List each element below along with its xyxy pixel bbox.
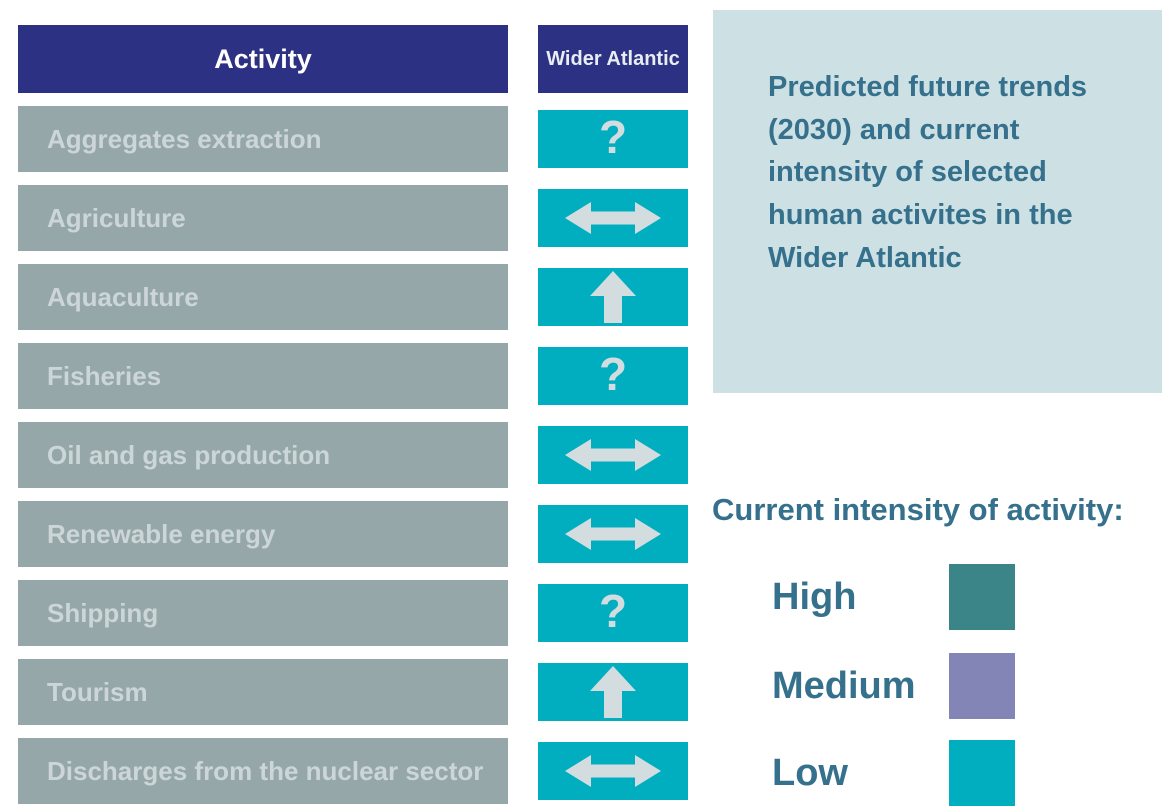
trend-cell: ?: [538, 268, 688, 326]
activity-trend-table: Activity Wider Atlantic Aggregates extra…: [18, 25, 688, 804]
trend-cell: ?: [538, 505, 688, 563]
activity-label: Aggregates extraction: [47, 123, 322, 154]
legend-item-high: High: [712, 564, 1132, 630]
legend-label: High: [772, 575, 857, 618]
activity-label: Tourism: [47, 676, 148, 707]
region-column-header: Wider Atlantic: [538, 25, 688, 93]
trend-cell: ?: [538, 742, 688, 800]
activity-label: Discharges from the nuclear sector: [47, 755, 484, 786]
legend-item-medium: Medium: [712, 653, 1132, 719]
activity-cell: Oil and gas production: [18, 422, 508, 488]
up-arrow-icon: [590, 271, 636, 323]
table-row: Aggregates extraction ?: [18, 106, 688, 172]
table-row: Agriculture ?: [18, 185, 688, 251]
activity-label: Aquaculture: [47, 281, 199, 312]
trend-cell: ?: [538, 584, 688, 642]
left-right-arrow-icon: [565, 439, 661, 471]
table-row: Discharges from the nuclear sector ?: [18, 738, 688, 804]
table-row: Renewable energy ?: [18, 501, 688, 567]
question-mark-icon: ?: [598, 111, 628, 163]
legend-swatch-medium: [949, 653, 1015, 719]
activity-cell: Aquaculture: [18, 264, 508, 330]
trend-cell: ?: [538, 426, 688, 484]
trend-cell: ?: [538, 347, 688, 405]
activity-label: Shipping: [47, 597, 159, 628]
activity-label: Oil and gas production: [47, 439, 331, 470]
activity-label: Renewable energy: [47, 518, 276, 549]
activity-label: Agriculture: [47, 202, 186, 233]
activity-label: Fisheries: [47, 360, 162, 391]
legend-label: Low: [772, 751, 848, 794]
table-header-row: Activity Wider Atlantic: [18, 25, 688, 93]
up-arrow-icon: [590, 666, 636, 718]
activity-cell: Fisheries: [18, 343, 508, 409]
activity-cell: Discharges from the nuclear sector: [18, 738, 508, 804]
table-row: Tourism ?: [18, 659, 688, 725]
activity-cell: Tourism: [18, 659, 508, 725]
table-row: Oil and gas production ?: [18, 422, 688, 488]
left-right-arrow-icon: [565, 518, 661, 550]
left-right-arrow-icon: [565, 755, 661, 787]
legend-item-low: Low: [712, 740, 1132, 806]
trend-cell: ?: [538, 110, 688, 168]
legend-swatch-high: [949, 564, 1015, 630]
legend-swatch-low: [949, 740, 1015, 806]
activity-cell: Shipping: [18, 580, 508, 646]
table-row: Aquaculture ?: [18, 264, 688, 330]
info-text: Predicted future trends (2030) and curre…: [768, 71, 1088, 274]
question-mark-icon: ?: [598, 585, 628, 637]
info-box: Predicted future trends (2030) and curre…: [713, 10, 1162, 393]
legend-title: Current intensity of activity:: [712, 492, 1124, 527]
question-mark-icon: ?: [598, 348, 628, 400]
legend-label: Medium: [772, 664, 916, 707]
table-row: Fisheries ?: [18, 343, 688, 409]
left-right-arrow-icon: [565, 202, 661, 234]
activity-cell: Agriculture: [18, 185, 508, 251]
trend-cell: ?: [538, 663, 688, 721]
table-row: Shipping ?: [18, 580, 688, 646]
activity-cell: Aggregates extraction: [18, 106, 508, 172]
activity-column-header: Activity: [18, 25, 508, 93]
trend-cell: ?: [538, 189, 688, 247]
activity-cell: Renewable energy: [18, 501, 508, 567]
